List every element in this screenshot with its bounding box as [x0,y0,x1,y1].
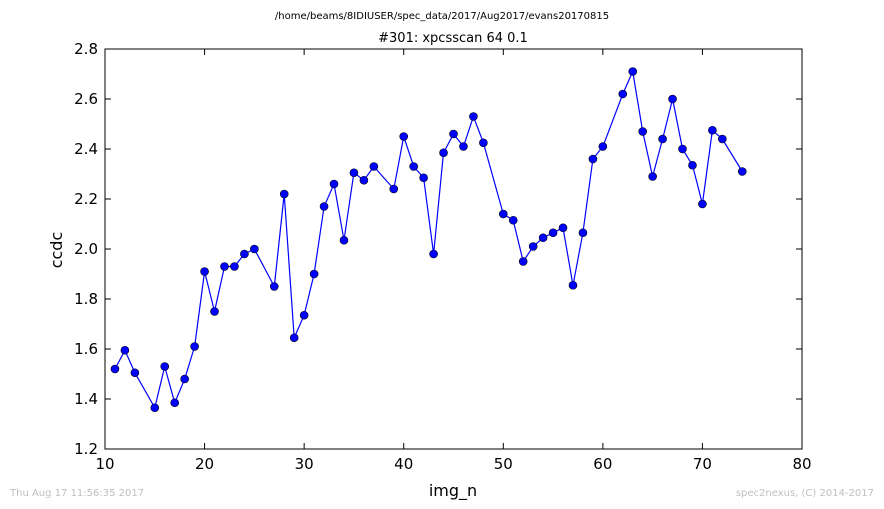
plot-area [104,48,803,450]
data-point [389,184,399,194]
data-point [439,148,448,158]
data-point [409,162,418,171]
x-tick-label: 50 [494,455,513,473]
data-point [678,144,687,154]
data-point [658,134,667,144]
data-point [668,94,677,104]
data-point [309,269,319,279]
data-point [279,189,289,199]
chart-title: #301: xpcsscan 64 0.1 [378,31,528,46]
footer-credit: spec2nexus, (C) 2014-2017 [735,488,874,499]
data-point [648,172,657,181]
data-point [339,235,349,245]
data-point [479,138,488,148]
y-tick-labels: 1.2 1.4 1.6 1.8 2.0 2.2 2.4 2.6 2.8 [74,40,98,458]
data-point [120,345,130,355]
data-point [708,125,717,135]
data-point [269,282,279,291]
y-tick-label: 1.6 [74,340,98,358]
x-tick-label: 40 [394,455,413,473]
data-point [588,154,598,164]
data-point [210,307,219,316]
data-point [160,362,170,371]
data-point [508,215,518,225]
data-point [170,398,179,408]
data-point [250,244,259,254]
data-point [528,242,538,251]
data-point [429,249,438,259]
data-point [568,280,578,290]
x-tick-label: 20 [195,455,214,473]
data-point [548,228,558,238]
data-point [369,162,379,171]
data-point [399,132,409,141]
series-line [114,69,743,410]
data-point [190,342,199,351]
data-point [359,175,369,185]
data-point [538,233,548,243]
data-point [110,364,120,374]
data-point [628,67,638,76]
data-point [558,223,568,233]
data-point [200,267,209,276]
chart-suptitle: /home/beams/8IDIUSER/spec_data/2017/Aug2… [275,11,609,22]
data-point [618,89,628,99]
data-point [688,160,697,170]
data-point [319,202,329,211]
data-point [578,228,588,238]
y-tick-label: 2.0 [74,240,98,258]
x-axis-label: img_n [429,481,477,501]
y-tick-label: 2.2 [74,190,98,208]
x-tick-label: 60 [593,455,612,473]
x-tick-label: 10 [95,455,114,473]
axis-ticks [104,48,803,450]
data-point [598,142,608,151]
footer-timestamp: Thu Aug 17 11:56:35 2017 [10,488,145,499]
data-point [498,209,508,219]
y-tick-label: 1.2 [74,440,98,458]
y-tick-label: 1.8 [74,290,98,308]
data-point [220,262,229,271]
data-point [718,134,727,144]
data-point [230,262,239,271]
series-points [110,67,747,413]
x-tick-labels: 10 20 30 40 50 60 70 80 [95,455,811,473]
data-point [180,374,189,384]
data-point [130,368,140,378]
data-point [737,167,747,176]
data-point [518,257,528,266]
data-point [449,129,458,139]
data-point [349,168,359,178]
y-tick-label: 2.6 [74,90,98,108]
data-point [638,127,647,136]
data-point [469,112,478,121]
x-tick-label: 70 [693,455,712,473]
data-point [289,333,299,343]
x-tick-label: 80 [792,455,811,473]
data-point [419,173,428,183]
data-point [240,249,249,259]
y-tick-label: 2.4 [74,140,98,158]
data-point [698,199,707,209]
data-point [329,179,339,189]
data-point [459,142,468,151]
y-tick-label: 2.8 [74,40,98,58]
y-tick-label: 1.4 [74,390,98,408]
x-tick-label: 30 [295,455,314,473]
y-axis-label: ccdc [47,232,66,269]
data-point [150,403,160,413]
data-point [299,310,309,320]
series-lines [114,69,743,410]
